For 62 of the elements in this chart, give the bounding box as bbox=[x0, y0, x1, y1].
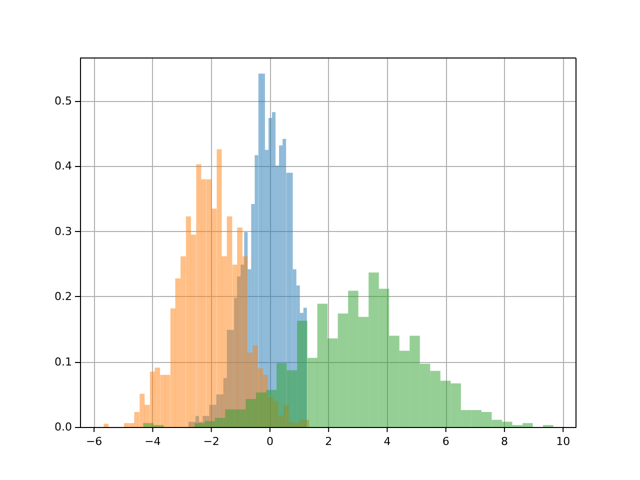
x-tick-label: 10 bbox=[556, 435, 570, 448]
bar bbox=[160, 374, 166, 427]
bar bbox=[358, 316, 369, 427]
bar bbox=[481, 412, 492, 427]
bar bbox=[180, 256, 186, 427]
bar bbox=[430, 370, 440, 427]
bar bbox=[236, 409, 246, 427]
bar bbox=[368, 272, 379, 427]
bar bbox=[297, 320, 308, 427]
bar bbox=[450, 383, 461, 427]
x-tick-label: −4 bbox=[144, 435, 161, 448]
x-tick-label: 8 bbox=[500, 435, 508, 448]
bar bbox=[170, 308, 176, 427]
bar bbox=[150, 372, 155, 427]
bar bbox=[338, 314, 348, 427]
bar bbox=[190, 234, 196, 427]
x-tick-label: 2 bbox=[325, 435, 332, 448]
bar bbox=[134, 412, 140, 427]
bar bbox=[129, 423, 134, 427]
bar bbox=[440, 380, 451, 427]
bar bbox=[175, 278, 181, 427]
bar bbox=[256, 392, 266, 427]
bar bbox=[194, 423, 205, 427]
bar bbox=[286, 370, 298, 427]
bar bbox=[471, 410, 482, 427]
bar bbox=[225, 409, 236, 427]
bar bbox=[246, 398, 256, 427]
y-tick-label: 0.4 bbox=[54, 160, 72, 173]
bar bbox=[204, 421, 215, 427]
bar bbox=[124, 423, 130, 427]
y-tick-label: 0.3 bbox=[54, 224, 72, 238]
y-tick-label: 0.1 bbox=[54, 355, 72, 368]
bar bbox=[214, 418, 226, 427]
bar bbox=[410, 336, 420, 427]
bar bbox=[348, 290, 358, 427]
x-tick-label: 4 bbox=[384, 435, 391, 448]
bar bbox=[522, 423, 533, 427]
y-tick-label: 0.0 bbox=[54, 420, 72, 434]
bar bbox=[140, 394, 145, 427]
y-tick-label: 0.5 bbox=[54, 94, 72, 108]
bar bbox=[389, 336, 400, 427]
y-tick-label: 0.2 bbox=[54, 290, 72, 304]
x-tick-label: −6 bbox=[86, 435, 102, 448]
bar bbox=[143, 423, 154, 427]
bar bbox=[266, 390, 277, 427]
bar bbox=[154, 368, 160, 427]
bar bbox=[317, 304, 328, 427]
x-tick-label: 6 bbox=[442, 435, 450, 448]
bar bbox=[186, 216, 191, 427]
bar bbox=[328, 338, 338, 427]
bar bbox=[276, 363, 287, 427]
bar bbox=[460, 410, 472, 427]
x-tick-label: 0 bbox=[266, 435, 274, 448]
bar bbox=[502, 422, 512, 427]
bar bbox=[104, 424, 109, 427]
bar bbox=[399, 350, 410, 427]
bar bbox=[165, 374, 170, 427]
bar bbox=[492, 420, 502, 427]
bar bbox=[420, 364, 430, 427]
bar bbox=[378, 288, 390, 427]
bar bbox=[307, 358, 318, 427]
x-tick-label: −2 bbox=[203, 435, 220, 448]
